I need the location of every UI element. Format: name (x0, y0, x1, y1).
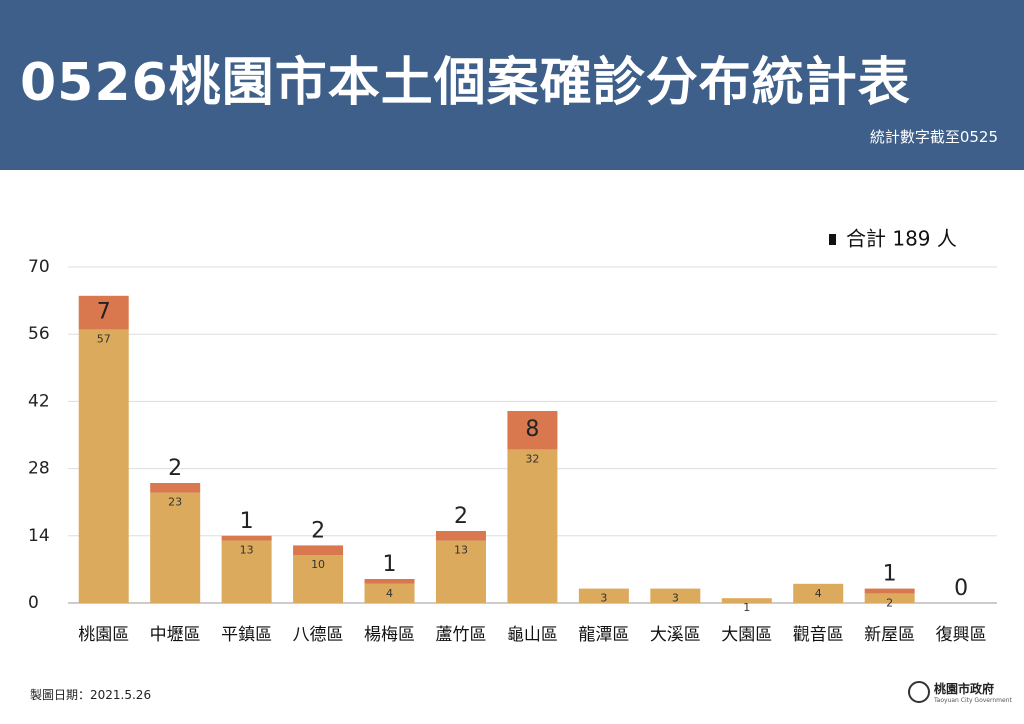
x-tick-label: 大園區 (721, 625, 772, 645)
logo: 桃園市政府 Taoyuan City Government (908, 680, 1012, 704)
value-label: 1 (743, 601, 750, 614)
bar-segment (507, 411, 558, 450)
logo-en: Taoyuan City Government (934, 697, 1012, 704)
y-tick-label: 42 (28, 391, 50, 411)
bar-segment (578, 588, 629, 603)
x-tick-label: 楊梅區 (364, 625, 415, 645)
legend-swatch (829, 234, 836, 245)
value-label: 2 (168, 456, 182, 481)
bar-segment (150, 492, 201, 603)
bar-segment (78, 329, 129, 603)
bar-segment (364, 583, 415, 603)
value-label: 57 (97, 332, 111, 345)
bar-segment (221, 535, 272, 541)
bar-segment (793, 583, 844, 603)
value-label: 8 (525, 417, 539, 442)
value-label: 2 (454, 504, 468, 529)
y-tick-label: 70 (28, 257, 50, 277)
value-label: 13 (454, 544, 468, 557)
bar-segment (721, 598, 772, 603)
x-tick-label: 八德區 (293, 625, 344, 645)
bar-segment (507, 449, 558, 603)
x-tick-label: 觀音區 (793, 625, 844, 645)
value-label: 10 (311, 558, 325, 571)
value-label: 4 (815, 587, 822, 600)
value-label: 32 (525, 452, 539, 465)
x-tick-label: 龍潭區 (578, 625, 629, 645)
header: 0526桃園市本土個案確診分布統計表 統計數字截至0525 (0, 0, 1024, 170)
bar-segment (293, 555, 344, 603)
x-tick-label: 新屋區 (864, 625, 915, 645)
value-label: 1 (383, 552, 397, 577)
value-label: 2 (886, 596, 893, 609)
logo-mark (908, 681, 930, 703)
x-tick-label: 中壢區 (150, 625, 201, 645)
bar-segment (150, 483, 201, 493)
legend-text: 合計 189 人 (846, 227, 957, 251)
x-tick-label: 龜山區 (507, 625, 558, 645)
x-tick-label: 蘆竹區 (435, 625, 486, 645)
x-tick-label: 桃園區 (78, 625, 129, 645)
value-label: 23 (168, 496, 182, 509)
value-label: 2 (311, 518, 325, 543)
x-tick-label: 大溪區 (650, 625, 701, 645)
bar-segment (864, 593, 915, 603)
bar-segment (221, 540, 272, 603)
y-tick-label: 56 (28, 324, 50, 344)
footer-date: 製圖日期：2021.5.26 (30, 688, 152, 702)
y-tick-label: 0 (28, 593, 39, 613)
bar-segment (650, 588, 701, 603)
bar-segment (293, 545, 344, 555)
value-label: 4 (386, 587, 393, 600)
value-label: 7 (97, 300, 111, 325)
value-label: 13 (240, 544, 254, 557)
subtitle: 統計數字截至0525 (869, 128, 998, 146)
value-label: 1 (883, 562, 897, 587)
value-label: 1 (240, 509, 254, 534)
title: 0526桃園市本土個案確診分布統計表 (20, 53, 911, 113)
value-label: 3 (600, 592, 607, 605)
bar-segment (864, 588, 915, 594)
value-label: 3 (672, 592, 679, 605)
y-tick-label: 28 (28, 459, 50, 479)
bar-segment (78, 295, 129, 330)
value-label: 0 (954, 576, 968, 601)
bar-segment (435, 540, 486, 603)
bar-segment (364, 579, 415, 584)
logo-name: 桃園市政府 (934, 682, 995, 696)
x-tick-label: 復興區 (936, 625, 987, 645)
bar-segment (435, 531, 486, 541)
logo-text: 桃園市政府 Taoyuan City Government (934, 680, 1012, 704)
y-tick-label: 14 (28, 526, 50, 546)
x-tick-label: 平鎮區 (221, 625, 272, 645)
